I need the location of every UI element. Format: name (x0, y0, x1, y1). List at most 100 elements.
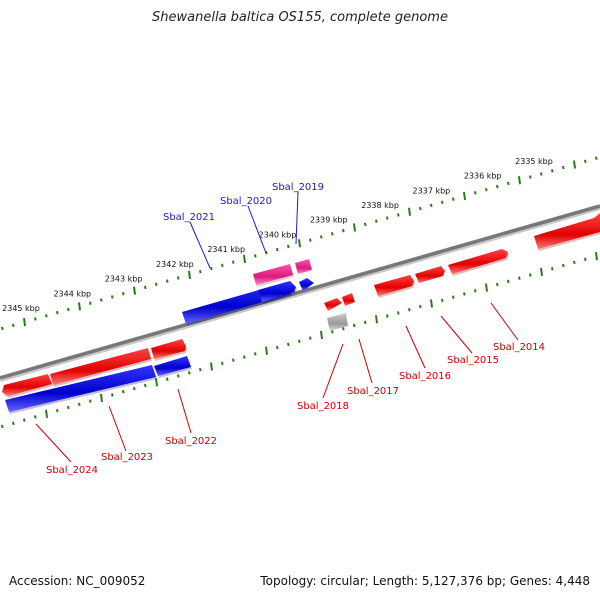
gene-rna-sbal-2018[interactable] (327, 313, 348, 331)
gene-arrow-sbal-2019[interactable] (295, 259, 312, 274)
lower-ruler-minor-tick (111, 393, 114, 397)
lower-ruler-minor-tick (386, 314, 389, 318)
upper-ruler-minor-tick (56, 310, 59, 315)
lower-ruler-minor-tick (78, 402, 81, 407)
scale-labels: 2335 kbp 2336 kbp 2337 kbp 2338 kbp 2339 kbp… (2, 157, 553, 313)
upper-ruler-minor-tick (221, 263, 224, 268)
gene-label-sbal-2018: Sbal_2018 (297, 401, 349, 412)
gene-arrow-sbal-2015[interactable] (448, 249, 509, 276)
gene-arrow-sbal-2017[interactable] (342, 293, 355, 306)
ruler-label: 2336 kbp (464, 172, 502, 181)
lower-ruler-minor-tick (177, 374, 180, 378)
lower-ruler-major-tick (485, 283, 488, 292)
gene-features (2, 213, 600, 414)
lower-ruler-minor-tick (122, 390, 125, 394)
lower-ruler-minor-tick (221, 361, 224, 366)
gene-arrow-sbal-2016a[interactable] (415, 266, 445, 283)
gene-arrow-sbal-2020b[interactable] (299, 278, 314, 291)
lower-ruler-minor-tick (243, 355, 246, 359)
ruler-label: 2341 kbp (207, 245, 245, 254)
upper-ruler-minor-tick (562, 165, 565, 170)
lower-ruler-minor-tick (452, 295, 455, 299)
upper-ruler-major-tick (408, 207, 411, 216)
lower-ruler-minor-tick (298, 339, 301, 343)
upper-ruler-minor-tick (232, 260, 235, 264)
upper-ruler-minor-tick (540, 172, 543, 176)
map-title: Shewanella baltica OS155, complete genom… (152, 10, 448, 25)
upper-ruler-minor-tick (595, 156, 598, 160)
upper-ruler-minor-tick (331, 232, 334, 236)
ruler-label: 2344 kbp (53, 289, 91, 298)
lower-ruler-minor-tick (364, 320, 367, 325)
lower-ruler-minor-tick (23, 418, 26, 422)
gene-label-sbal-2014: Sbal_2014 (493, 342, 545, 353)
upper-ruler-minor-tick (177, 276, 180, 280)
lower-ruler-major-tick (320, 330, 323, 340)
upper-ruler-minor-tick (496, 184, 499, 189)
lower-ruler-major-tick (210, 362, 213, 371)
lower-ruler-minor-tick (463, 292, 466, 296)
upper-ruler-minor-tick (34, 317, 37, 321)
lower-ruler-minor-tick (441, 298, 444, 302)
ruler-label: 2343 kbp (105, 275, 143, 284)
upper-ruler-minor-tick (485, 187, 488, 192)
upper-ruler-major-tick (188, 270, 191, 279)
upper-ruler-minor-tick (100, 298, 103, 302)
upper-ruler-minor-tick (210, 266, 213, 271)
gene-label-sbal-2020: Sbal_2020 (220, 196, 272, 207)
gene-labels: Sbal_2019 Sbal_2020 Sbal_2021 Sbal_2014 … (46, 182, 545, 476)
gene-label-sbal-2015: Sbal_2015 (447, 355, 499, 366)
gene-arrow-sbal-2022-blue[interactable] (154, 356, 192, 378)
gene-arrow-sbal-2023-red[interactable] (50, 348, 152, 387)
upper-ruler-major-tick (573, 160, 576, 169)
scale-ruler-upper (1, 156, 598, 331)
ruler-label: 2340 kbp (259, 230, 297, 239)
gene-arrow-sbal-2024-red[interactable] (2, 374, 53, 398)
gene-arrow-sbal-2020[interactable] (258, 281, 297, 304)
upper-ruler-major-tick (463, 191, 466, 201)
upper-ruler-major-tick (133, 286, 136, 295)
lower-ruler-minor-tick (309, 336, 312, 340)
upper-ruler-minor-tick (375, 219, 378, 223)
lower-ruler-major-tick (540, 267, 543, 277)
lower-ruler-minor-tick (408, 308, 411, 312)
upper-ruler-minor-tick (386, 216, 389, 220)
upper-ruler-minor-tick (287, 244, 290, 249)
lower-ruler-major-tick (100, 393, 103, 403)
lower-ruler-minor-tick (89, 399, 92, 403)
gene-arrow-sbal-2019-pseudo[interactable] (253, 264, 294, 287)
upper-ruler-minor-tick (166, 279, 169, 283)
upper-ruler-minor-tick (12, 323, 15, 327)
upper-ruler-minor-tick (122, 292, 125, 296)
upper-ruler-major-tick (518, 176, 521, 185)
lower-ruler-minor-tick (133, 386, 136, 391)
lower-ruler-minor-tick (1, 424, 4, 429)
lower-ruler-minor-tick (67, 405, 70, 410)
lower-ruler-minor-tick (353, 323, 356, 328)
gene-arrow-sbal-2016b[interactable] (374, 275, 415, 298)
lower-ruler-minor-tick (562, 263, 565, 268)
lower-ruler-minor-tick (287, 342, 290, 347)
ruler-label: 2338 kbp (361, 201, 399, 210)
upper-ruler-minor-tick (342, 228, 345, 233)
lower-ruler-major-tick (265, 346, 268, 355)
gene-arrow-sbal-2014[interactable] (534, 213, 600, 251)
upper-ruler-minor-tick (67, 307, 70, 312)
gene-arrow-sbal-2022[interactable] (151, 339, 187, 361)
accession-text: Accession: NC_009052 (9, 574, 146, 588)
gene-label-sbal-2024: Sbal_2024 (46, 465, 98, 476)
gene-arrow-sbal-2018[interactable] (324, 298, 342, 311)
lower-ruler-minor-tick (342, 326, 345, 331)
lower-ruler-minor-tick (584, 257, 587, 261)
backbone-line (0, 204, 600, 382)
gene-label-sbal-2017: Sbal_2017 (347, 386, 399, 397)
lower-ruler-major-tick (430, 299, 433, 308)
lower-ruler-major-tick (155, 378, 158, 387)
gene-arrow-sbal-2023-blue[interactable] (5, 365, 157, 414)
lower-ruler-minor-tick (166, 377, 169, 381)
upper-ruler-minor-tick (419, 206, 422, 211)
upper-ruler-minor-tick (452, 197, 455, 201)
upper-ruler-minor-tick (474, 191, 477, 195)
ruler-label: 2337 kbp (413, 186, 451, 195)
